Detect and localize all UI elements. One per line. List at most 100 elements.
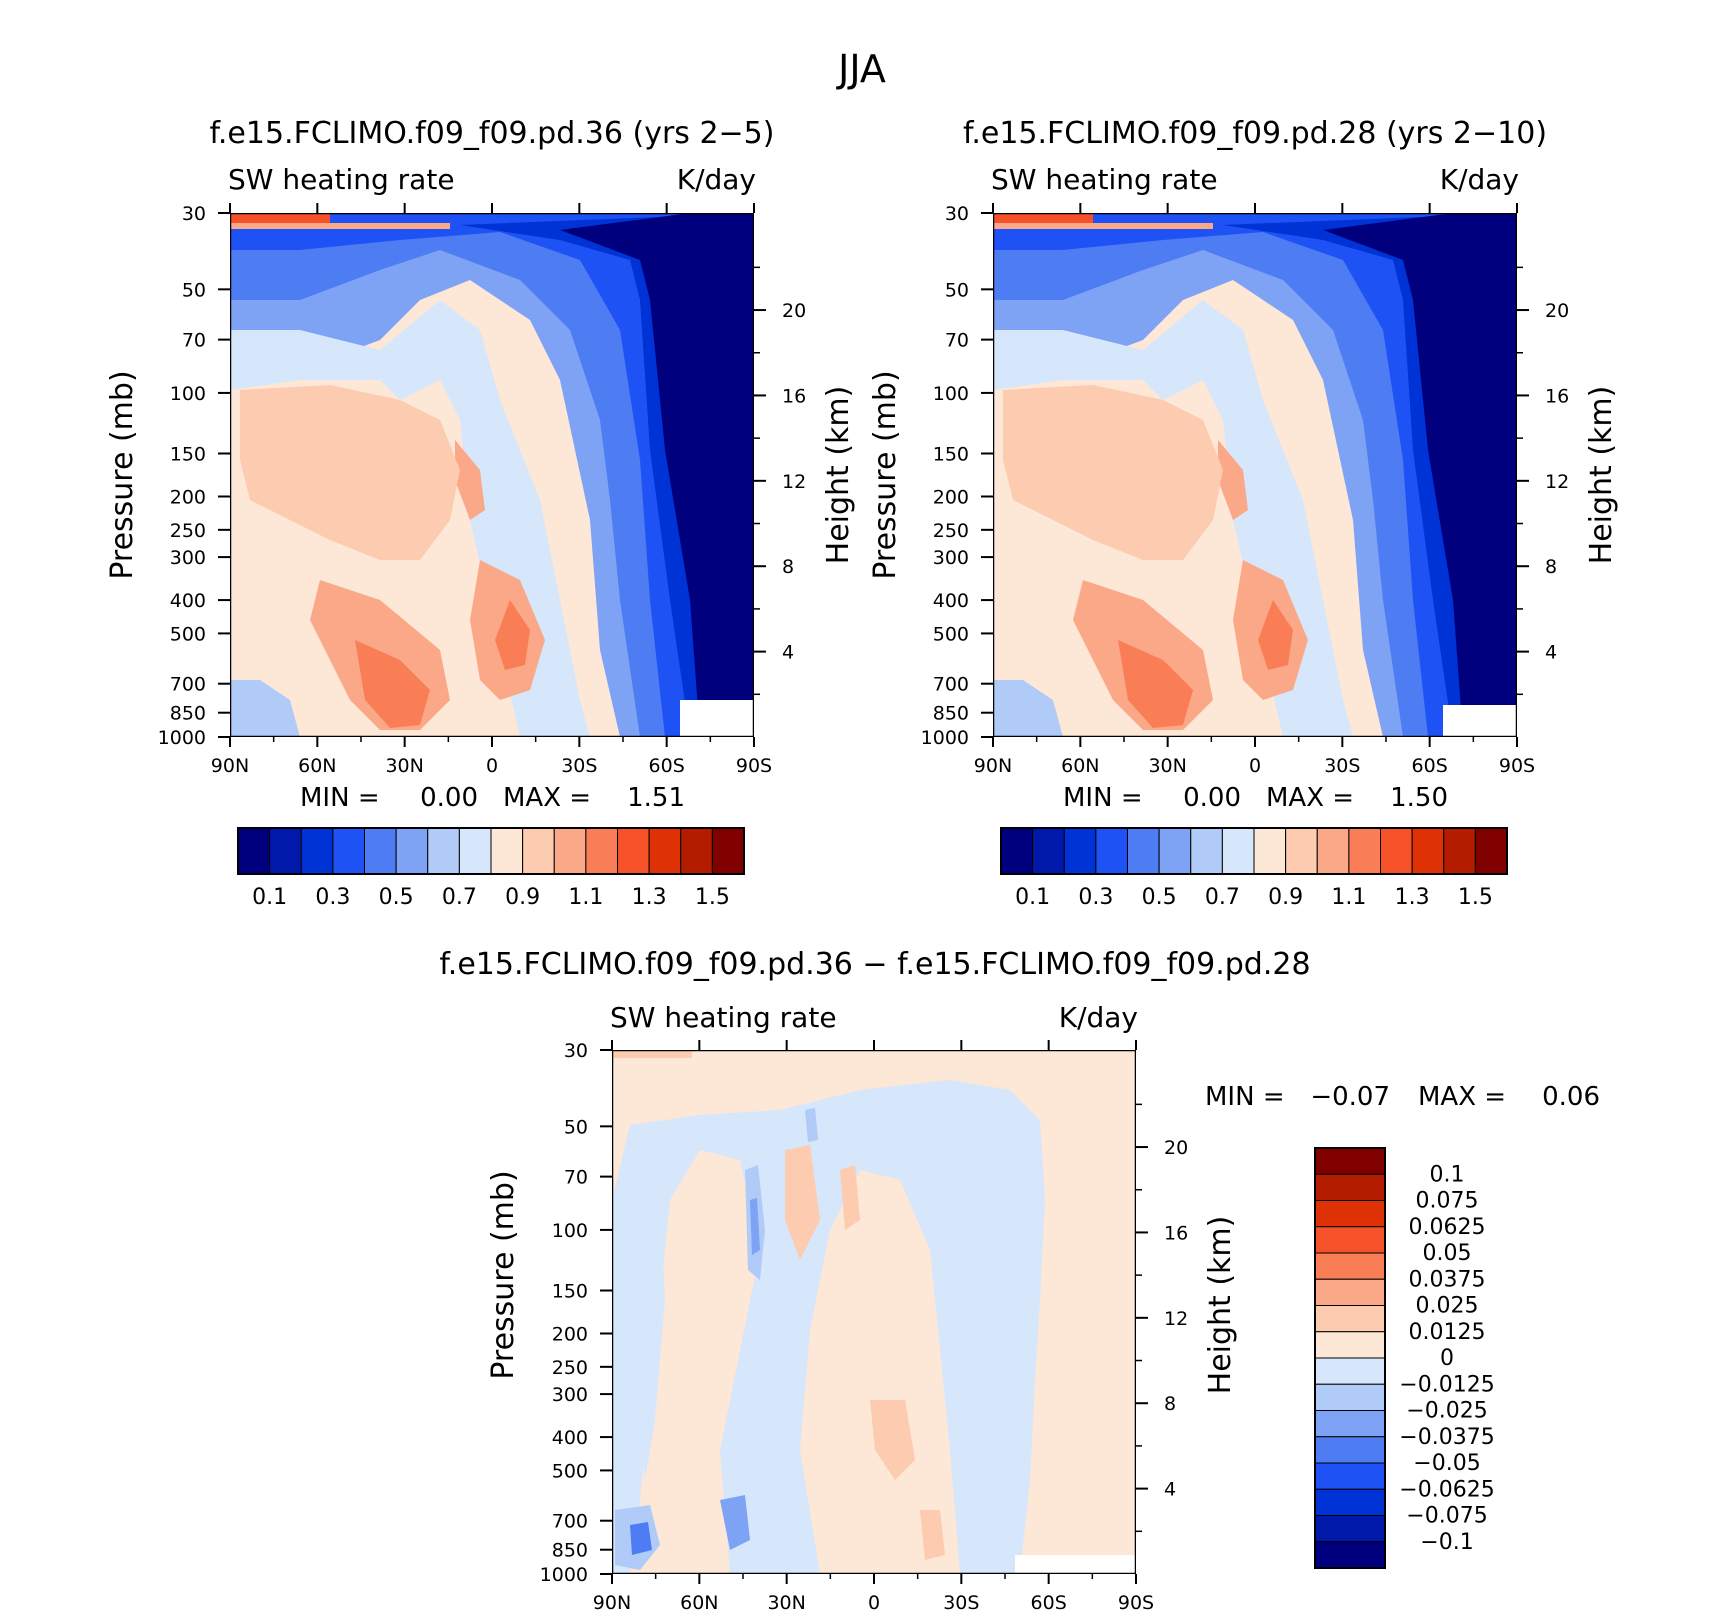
panel-a-colorbar-swatch	[332, 827, 365, 875]
panel-b-y2tick-label: 20	[1545, 300, 1569, 322]
panel-b-ytick-label: 100	[933, 383, 969, 405]
panel-c-colorbar-swatch	[1314, 1200, 1386, 1228]
panel-b-colorbar-frame	[1000, 827, 1508, 875]
panel-b-colorbar-label: 1.3	[1395, 885, 1430, 910]
panel-c-colorbar-label: 0.05	[1423, 1241, 1472, 1266]
panel-b-y2tick-label: 4	[1545, 642, 1557, 664]
panel-c-colorbar-label: −0.025	[1406, 1399, 1487, 1424]
panel-b-xtick-label: 30S	[1324, 755, 1360, 777]
panel-c-colorbar-label: −0.1	[1420, 1530, 1473, 1555]
panel-b-colorbar-swatch	[1127, 827, 1160, 875]
panel-a-left-label: SW heating rate	[228, 163, 455, 196]
panel-a-colorbar-swatch	[711, 827, 745, 875]
panel-c-colorbar-swatch	[1314, 1226, 1386, 1254]
panel-a-ylabel: Pressure (mb)	[105, 370, 140, 579]
panel-b-ytick-label: 400	[933, 590, 969, 612]
panel-c-ytick-label: 100	[552, 1220, 588, 1242]
panel-a-ytick-label: 100	[170, 383, 206, 405]
panel-c-contour-lightblue-strip-a	[635, 1190, 665, 1480]
panel-b-colorbar-swatch	[1158, 827, 1192, 875]
panel-b-colorbar-swatch	[1221, 827, 1255, 875]
panel-b-plot-area	[993, 213, 1517, 737]
panel-c-contour-peach-strip-b	[840, 1165, 860, 1230]
panel-c-xtick-label: 90S	[1118, 1592, 1154, 1611]
panel-c-y2tick-label: 20	[1164, 1137, 1188, 1159]
panel-c-y2tick-label: 12	[1164, 1308, 1188, 1330]
panel-a-y2tick-label: 20	[782, 300, 806, 322]
panel-c-contour-lightblue-upper	[612, 1080, 1045, 1574]
panel-a-plot-area	[230, 213, 754, 737]
panel-b-top-red-strip	[993, 213, 1093, 223]
panel-b-colorbar-label: 0.1	[1015, 885, 1050, 910]
panel-b-min-label: MIN =	[1063, 783, 1143, 813]
panel-c-xtick-label: 30S	[943, 1592, 979, 1611]
panel-c-colorbar-swatch	[1314, 1541, 1386, 1569]
panel-a-ytick-label: 300	[170, 547, 206, 569]
panel-c-title: f.e15.FCLIMO.f09_f09.pd.36 − f.e15.FCLIM…	[439, 947, 1310, 982]
panel-b-max-value: 1.50	[1390, 783, 1448, 813]
panel-a-colorbar-label: 0.3	[315, 885, 350, 910]
panel-b-colorbar-swatch	[1411, 827, 1445, 875]
panel-c-colorbar-swatch	[1314, 1305, 1386, 1333]
panel-b-missing-corner	[1443, 705, 1517, 737]
panel-c-colorbar-swatch	[1314, 1331, 1386, 1359]
panel-a-max-value: 1.51	[627, 783, 685, 813]
panel-b-colorbar-swatch	[1443, 827, 1476, 875]
panel-c-colorbar-swatch	[1314, 1410, 1386, 1438]
panel-c-ytick-label: 500	[552, 1460, 588, 1482]
panel-c-ytick-label: 850	[552, 1540, 588, 1562]
panel-a-ytick-label: 30	[182, 203, 206, 225]
panel-b-ytick-label: 850	[933, 703, 969, 725]
panel-b-axes: 90N 60N 30N 0 30S 60S 90S 30 50 70 100 150 200 250 300…	[921, 203, 1569, 777]
panel-b-left-label: SW heating rate	[991, 163, 1218, 196]
panel-c-axes: 90N 60N 30N 0 30S 60S 90S 30 50 70 100 150 200 250 300…	[540, 1040, 1188, 1611]
panel-c-plot-area	[612, 1050, 1136, 1574]
panel-c-ytick-label: 300	[552, 1384, 588, 1406]
panel-b-colorbar-label: 0.9	[1268, 885, 1303, 910]
panel-c-colorbar-label: 0.025	[1416, 1294, 1479, 1319]
panel-b-colorbar-swatch	[1253, 827, 1287, 875]
panel-b-colorbar-swatch	[1380, 827, 1413, 875]
panel-a-colorbar-label: 0.9	[505, 885, 540, 910]
panel-b-colorbar-label: 1.1	[1331, 885, 1366, 910]
panel-a: f.e15.FCLIMO.f09_f09.pd.36 (yrs 2−5) SW …	[105, 116, 856, 910]
panel-b-colorbar-label: 0.3	[1078, 885, 1113, 910]
panel-b-colorbar-swatch	[1190, 827, 1223, 875]
panel-a-colorbar-label: 1.5	[695, 885, 730, 910]
panel-a-ytick-label: 850	[170, 703, 206, 725]
panel-b-colorbar-swatch	[1348, 827, 1381, 875]
panel-b-ytick-label: 1000	[921, 727, 969, 749]
panel-b-min-value: 0.00	[1183, 783, 1241, 813]
panel-a-ytick-label: 50	[182, 279, 206, 301]
panel-c-contour-blue-30n	[720, 1495, 750, 1550]
panel-a-colorbar-swatch	[395, 827, 429, 875]
panel-b-colorbar: 0.1 0.3 0.5 0.7 0.9 1.1 1.3 1.5	[1000, 827, 1508, 910]
panel-c-colorbar-label: 0	[1440, 1346, 1454, 1371]
panel-a-colorbar: 0.1 0.3 0.5 0.7 0.9 1.1 1.3 1.5	[237, 827, 745, 910]
panel-c-contour-peach-strip-d	[920, 1510, 945, 1560]
panel-a-colorbar-swatch	[458, 827, 492, 875]
panel-c-y2tick-label: 8	[1164, 1393, 1176, 1415]
panel-b-contour-blue-dark	[993, 213, 1517, 737]
panel-c-contour-peach-strip-a	[785, 1145, 820, 1260]
panel-c-ytick-label: 30	[564, 1040, 588, 1062]
panel-c-contour-blue-polar-core	[630, 1522, 652, 1555]
panel-c-right-label: K/day	[1059, 1001, 1138, 1034]
panel-a-colorbar-swatch	[617, 827, 650, 875]
panel-b-ytick-label: 500	[933, 623, 969, 645]
panel-a-colorbar-swatch	[269, 827, 302, 875]
panel-b-colorbar-swatch	[1032, 827, 1065, 875]
panel-b-colorbar-label: 0.7	[1205, 885, 1240, 910]
panel-b-colorbar-label: 0.5	[1142, 885, 1177, 910]
panel-c-colorbar-swatch	[1314, 1488, 1386, 1516]
panel-b-ytick-label: 150	[933, 444, 969, 466]
panel-b-right-label: K/day	[1440, 163, 1519, 196]
panel-b-contour-navy-core	[1323, 213, 1517, 737]
panel-a-contour-orange-tropics-core	[495, 600, 530, 670]
panel-b-ytick-label: 50	[945, 279, 969, 301]
panel-a-colorbar-swatch	[553, 827, 587, 875]
panel-c-colorbar-label: −0.05	[1413, 1451, 1480, 1476]
panel-c-xtick-label: 60N	[680, 1592, 718, 1611]
panel-a-top-peach-strip	[230, 223, 450, 229]
panel-c-ylabel: Pressure (mb)	[486, 1170, 521, 1379]
